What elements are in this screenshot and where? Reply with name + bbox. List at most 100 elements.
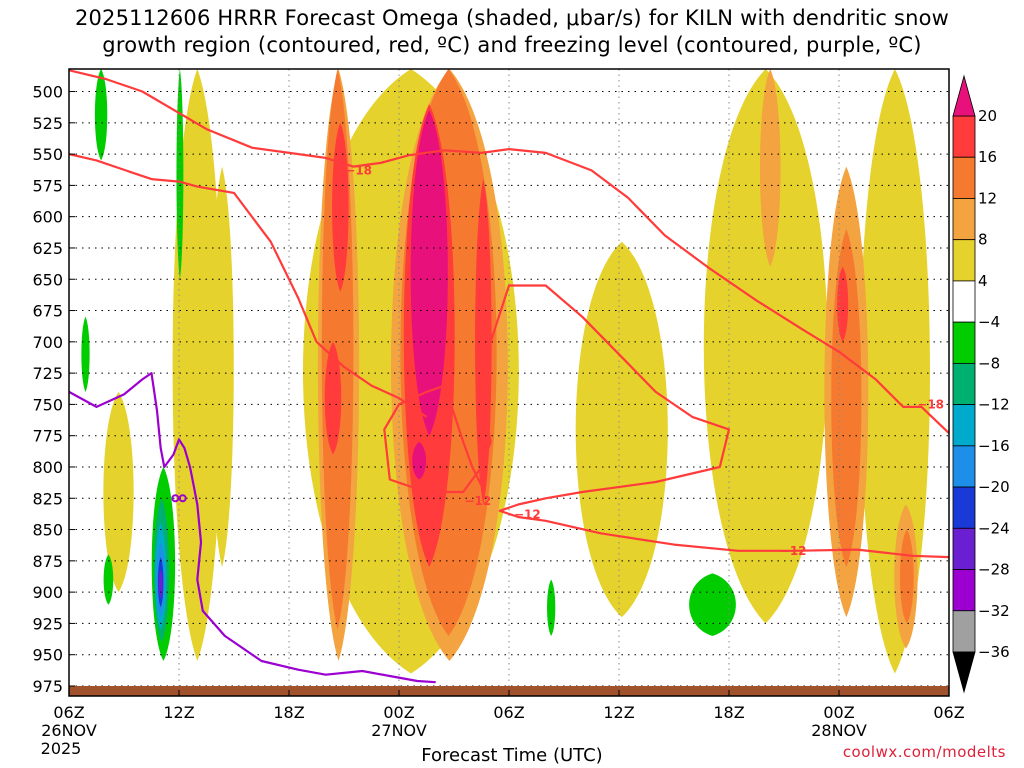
y-tick-label-15: 875	[32, 552, 63, 571]
contour-layer: −18 −18 −12 −12 −12	[69, 69, 949, 684]
colorbar: 20 16 12 8 4 −4 −8 −12 −16 −20 −24 −28 −32 −36	[952, 74, 1010, 694]
omega-shade-3-1	[324, 341, 342, 455]
y-tick-label-19: 975	[32, 677, 63, 696]
dgz-contour-3	[383, 384, 492, 494]
chart-title-line-1: 2025112606 HRRR Forecast Omega (shaded, …	[74, 6, 950, 30]
colorbar-bin-0	[952, 115, 976, 158]
y-tick-label-8: 700	[32, 333, 63, 352]
colorbar-min-triangle	[952, 651, 976, 694]
colorbar-bin-4	[952, 280, 976, 323]
freezing-level-loop-1	[178, 494, 187, 503]
freezing-level-loop-0	[171, 494, 180, 503]
colorbar-label-10: −24	[978, 519, 1010, 537]
dgz-contour-label-4: −12	[780, 544, 807, 558]
y-tick-label-2: 550	[32, 145, 63, 164]
omega-shade-5-5	[547, 579, 556, 636]
omega-shade-5-2	[81, 316, 90, 392]
colorbar-bin-9	[952, 486, 976, 529]
omega-shade-5-1	[176, 69, 184, 280]
colorbar-label-9: −20	[978, 478, 1010, 496]
y-axis: 500 525 550 575 600 625 650 675 700 725 750 775 800 8…	[32, 83, 75, 696]
freezing-level-contour	[69, 372, 436, 684]
x-tick-date-0: 26NOV	[41, 721, 97, 740]
colorbar-label-0: 20	[978, 107, 997, 125]
colorbar-bin-8	[952, 445, 976, 488]
y-tick-label-13: 825	[32, 489, 63, 508]
y-tick-label-9: 725	[32, 364, 63, 383]
dgz-contour-label-3: −12	[514, 508, 541, 522]
x-tick-label-1: 12Z	[163, 703, 194, 722]
y-tick-label-0: 500	[32, 83, 63, 102]
omega-shade-10-0	[158, 569, 163, 599]
colorbar-bin-7	[952, 404, 976, 447]
x-tick-label-8: 06Z	[933, 703, 964, 722]
colorbar-label-8: −16	[978, 437, 1010, 455]
omega-shade-0-3	[703, 69, 828, 624]
colorbar-label-3: 8	[978, 231, 988, 249]
colorbar-label-2: 12	[978, 189, 997, 207]
y-tick-label-16: 900	[32, 583, 63, 602]
omega-shade-4-1	[412, 441, 427, 480]
omega-shade-0-2	[575, 241, 668, 618]
colorbar-bin-11	[952, 569, 976, 612]
omega-shade-0-6	[210, 166, 234, 568]
y-tick-label-3: 575	[32, 176, 63, 195]
x-tick-label-4: 06Z	[493, 703, 524, 722]
colorbar-max-triangle	[952, 74, 976, 117]
dgz-contour-label-0: −18	[345, 163, 372, 177]
omega-shade-5-4	[103, 554, 114, 605]
credit-text: coolwx.com/modelts	[842, 743, 1006, 761]
x-tick-label-7: 00Z	[823, 703, 854, 722]
colorbar-bin-6	[952, 362, 976, 406]
y-tick-label-11: 775	[32, 427, 63, 446]
dgz-contour-0	[69, 69, 949, 434]
colorbar-bin-5	[952, 321, 976, 364]
y-tick-label-17: 925	[32, 614, 63, 633]
colorbar-bin-1	[952, 156, 976, 199]
colorbar-bin-2	[952, 198, 976, 241]
y-tick-label-5: 625	[32, 239, 63, 258]
omega-shade-0-0	[172, 69, 223, 661]
omega-shade-5-6	[689, 573, 736, 636]
x-axis-label: Forecast Time (UTC)	[421, 745, 603, 766]
x-tick-date-7: 28NOV	[811, 721, 867, 740]
omega-shade-3-4	[837, 266, 849, 342]
omega-shade-4-0	[410, 110, 448, 436]
x-tick-label-2: 18Z	[273, 703, 304, 722]
dgz-contour-label-2: −12	[464, 494, 491, 508]
x-tick-label-6: 18Z	[713, 703, 744, 722]
colorbar-label-5: −4	[978, 313, 1000, 331]
chart-title-line-2: growth region (contoured, red, ºC) and f…	[102, 33, 922, 57]
dgz-contour-1	[69, 153, 428, 418]
x-tick-label-5: 12Z	[603, 703, 634, 722]
y-tick-label-10: 750	[32, 395, 63, 414]
x-tick-date-3: 27NOV	[371, 721, 427, 740]
colorbar-label-6: −8	[978, 354, 1000, 372]
y-tick-label-1: 525	[32, 114, 63, 133]
y-tick-label-18: 950	[32, 646, 63, 665]
omega-shade-1-3	[759, 69, 781, 267]
colorbar-label-1: 16	[978, 148, 997, 166]
y-tick-label-7: 675	[32, 302, 63, 321]
omega-shading-layer	[81, 69, 930, 674]
colorbar-bin-12	[952, 610, 976, 653]
colorbar-label-4: 4	[978, 272, 988, 290]
x-tick-label-3: 00Z	[383, 703, 414, 722]
y-tick-label-14: 850	[32, 521, 63, 540]
omega-shade-5-0	[94, 69, 108, 161]
colorbar-label-12: −32	[978, 602, 1010, 620]
x-tick-label-0: 06Z	[53, 703, 84, 722]
y-tick-label-12: 800	[32, 458, 63, 477]
colorbar-label-7: −12	[978, 396, 1010, 414]
dgz-contour-2	[480, 284, 949, 559]
omega-shade-3-0	[332, 122, 349, 292]
colorbar-bin-3	[952, 239, 976, 282]
colorbar-label-13: −36	[978, 643, 1010, 661]
colorbar-label-11: −28	[978, 561, 1010, 579]
x-tick-year-0: 2025	[41, 739, 82, 758]
y-tick-label-6: 650	[32, 270, 63, 289]
y-tick-label-4: 600	[32, 208, 63, 227]
dgz-contour-label-1: −18	[917, 397, 944, 411]
